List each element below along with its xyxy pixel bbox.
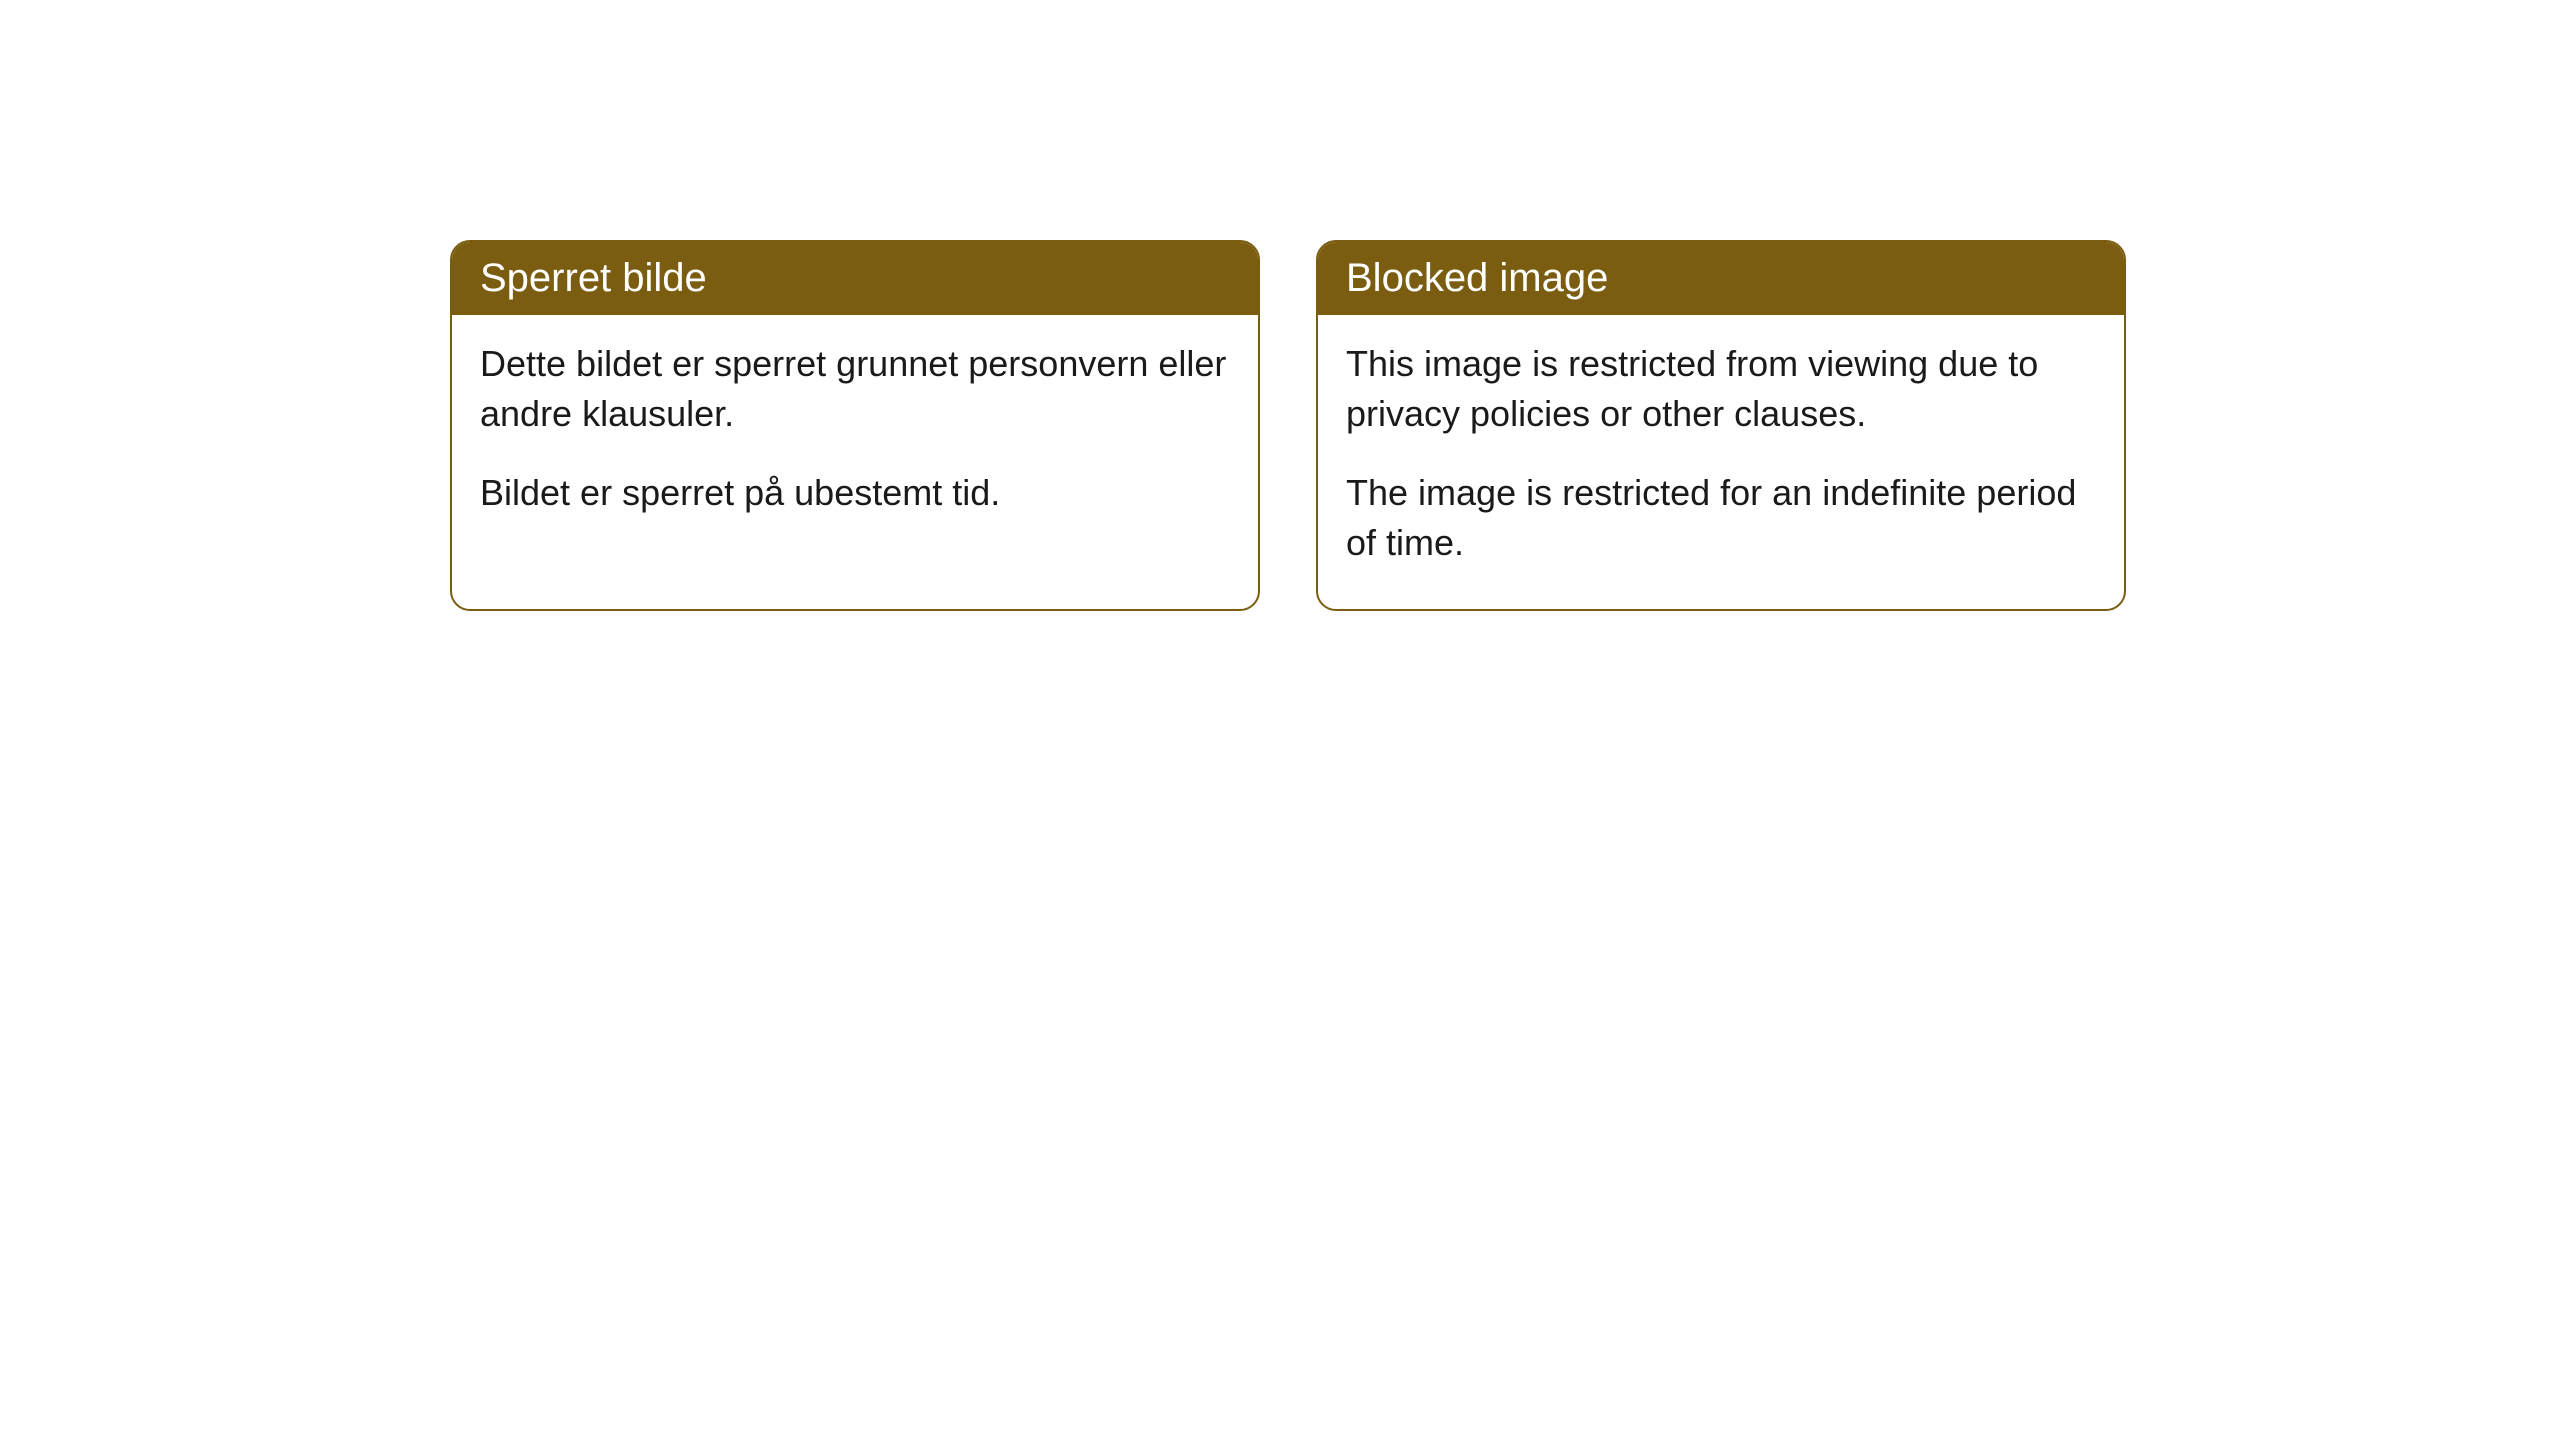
notice-card-english: Blocked image This image is restricted f… [1316,240,2126,611]
card-paragraph: Dette bildet er sperret grunnet personve… [480,339,1230,440]
card-header-english: Blocked image [1318,242,2124,315]
card-body-english: This image is restricted from viewing du… [1318,315,2124,609]
card-title: Blocked image [1346,256,1608,300]
card-paragraph: Bildet er sperret på ubestemt tid. [480,468,1230,518]
card-header-norwegian: Sperret bilde [452,242,1258,315]
card-paragraph: The image is restricted for an indefinit… [1346,468,2096,569]
card-title: Sperret bilde [480,256,707,300]
card-paragraph: This image is restricted from viewing du… [1346,339,2096,440]
card-body-norwegian: Dette bildet er sperret grunnet personve… [452,315,1258,558]
notice-cards-container: Sperret bilde Dette bildet er sperret gr… [450,240,2126,611]
notice-card-norwegian: Sperret bilde Dette bildet er sperret gr… [450,240,1260,611]
